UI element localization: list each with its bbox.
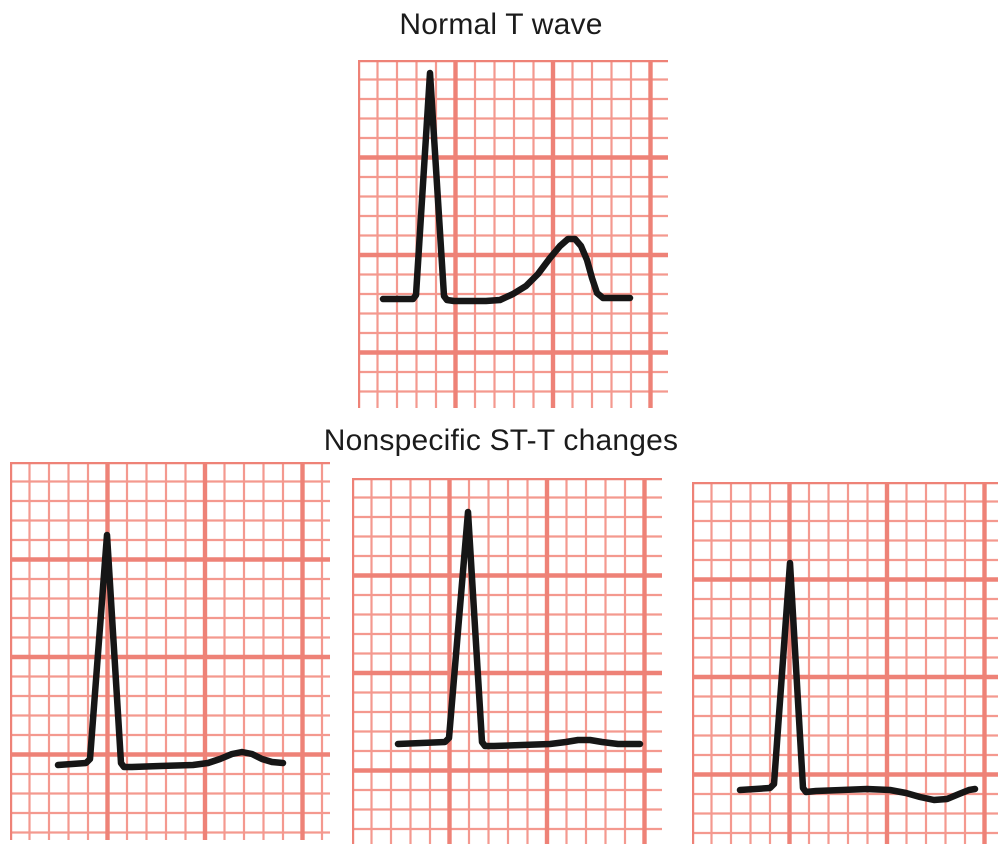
ecg-trace xyxy=(736,559,979,804)
ecg-panel-nonspecific-2 xyxy=(352,478,662,844)
title-nonspecific-st-t-changes: Nonspecific ST-T changes xyxy=(323,424,679,457)
ecg-trace xyxy=(379,69,634,305)
ecg-panel-normal xyxy=(358,60,668,408)
ecg-grid xyxy=(692,482,998,844)
title-normal-t-wave: Normal T wave xyxy=(399,8,603,41)
ecg-panel-nonspecific-1 xyxy=(10,462,330,840)
ecg-trace xyxy=(394,508,644,750)
ecg-panel-nonspecific-3 xyxy=(692,482,998,844)
ecg-trace xyxy=(54,531,287,771)
ecg-grid xyxy=(358,60,668,408)
ecg-grid xyxy=(10,462,330,840)
ecg-grid xyxy=(352,478,662,844)
